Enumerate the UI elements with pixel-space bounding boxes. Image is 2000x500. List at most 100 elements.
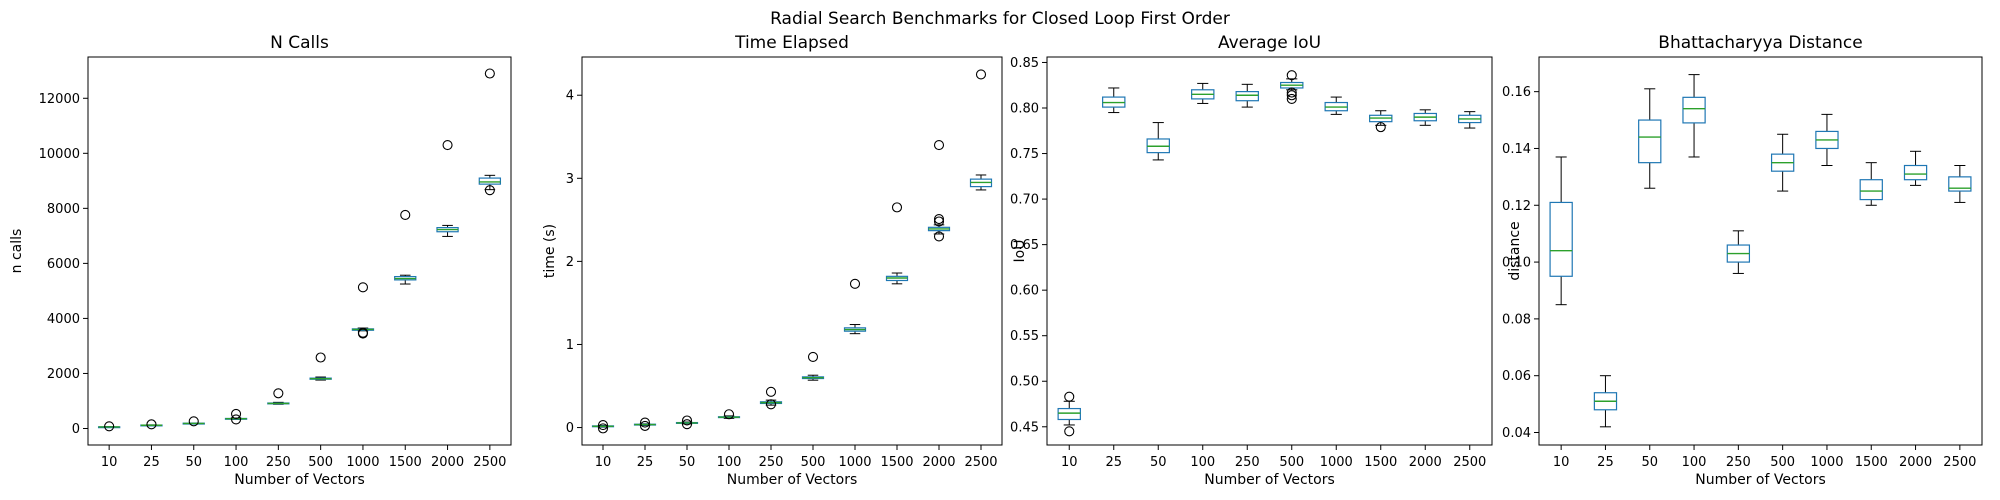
x-tick-label: 250 [1726, 455, 1751, 470]
y-tick-label: 0.70 [1010, 193, 1039, 208]
x-tick-label: 250 [266, 455, 291, 470]
y-tick-label: 4000 [47, 312, 80, 327]
x-tick-label: 25 [1597, 455, 1614, 470]
flier-point [597, 423, 609, 434]
box-2500 [1458, 111, 1482, 129]
y-tick-label: 0 [72, 422, 80, 437]
x-tick-label: 10 [595, 455, 612, 470]
box-250 [1726, 230, 1751, 274]
x-tick-label: 50 [679, 455, 696, 470]
y-tick-label: 0.75 [1010, 147, 1039, 162]
x-tick-label: 250 [1235, 455, 1260, 470]
y-tick-label: 0.12 [1502, 199, 1531, 214]
box-10 [1549, 156, 1573, 306]
y-tick-label: 0.16 [1502, 85, 1531, 100]
flier-point [639, 420, 651, 431]
y-axis-label: distance [1507, 221, 1523, 280]
x-tick-label: 10 [101, 455, 118, 470]
box-1500 [1369, 110, 1393, 133]
y-tick-label: 0.06 [1502, 369, 1531, 384]
box-2000 [1903, 150, 1928, 186]
x-tick-label: 1500 [1364, 455, 1397, 470]
axes-frame [87, 56, 512, 446]
flier-point [765, 386, 777, 397]
box-2500 [969, 69, 993, 191]
flier-point [315, 352, 326, 363]
x-tick-label: 50 [185, 455, 202, 470]
y-tick-label: 0.08 [1502, 312, 1531, 327]
x-tick-label: 1000 [1320, 455, 1353, 470]
x-tick-label: 100 [1682, 455, 1707, 470]
axes-frame [1046, 56, 1493, 446]
y-tick-label: 0.45 [1010, 420, 1039, 435]
y-tick-label: 0.10 [1502, 256, 1531, 271]
y-tick-label: 0.14 [1502, 142, 1531, 157]
flier-point [681, 419, 693, 430]
x-axis-label: Number of Vectors [234, 472, 365, 488]
x-tick-label: 500 [1279, 455, 1304, 470]
chart-panel-2: 0 1 2 3 4 10 25 50 100 250 500 1000 1500 2000 2500 Time… [542, 33, 1003, 488]
flier-point [723, 409, 735, 420]
box-10 [591, 420, 615, 434]
flier-point [357, 282, 369, 293]
box-500 [309, 352, 332, 381]
flier-point [849, 278, 861, 289]
x-tick-label: 500 [801, 455, 826, 470]
x-tick-label: 2500 [964, 455, 997, 470]
box-body [1682, 96, 1706, 124]
flier-point [933, 140, 945, 151]
box-2000 [436, 140, 459, 237]
x-tick-label: 25 [637, 455, 654, 470]
box-2000 [1413, 109, 1437, 126]
box-25 [140, 419, 163, 430]
flier-point [639, 417, 651, 428]
box-25 [1102, 87, 1126, 114]
y-tick-label: 0.04 [1502, 426, 1531, 441]
y-axis-label: time (s) [542, 224, 558, 278]
y-tick-label: 0.65 [1010, 238, 1039, 253]
box-25 [633, 417, 657, 431]
flier-point [273, 388, 284, 399]
y-tick-label: 4 [566, 89, 574, 104]
chart-panel-4: 0.04 0.06 0.08 0.10 0.12 0.14 0.16 10 25 50 100 250… [1502, 33, 1983, 488]
axes-frame [581, 56, 1003, 446]
x-tick-label: 1000 [1810, 455, 1843, 470]
x-tick-label: 100 [717, 455, 742, 470]
flier-point [484, 185, 495, 196]
box-250 [759, 386, 783, 410]
x-tick-label: 2000 [1899, 455, 1932, 470]
box-1000 [1815, 113, 1839, 167]
flier-point [1286, 70, 1297, 81]
box-100 [1682, 74, 1706, 158]
box-1000 [843, 278, 867, 335]
chart-panel-1: 0 2000 4000 6000 8000 10000 12000 10 25 50 100 250 5… [9, 33, 512, 488]
y-axis-label: n calls [9, 229, 25, 274]
flier-point [681, 415, 693, 426]
box-body [1948, 176, 1972, 192]
box-1500 [885, 202, 909, 285]
box-500 [1770, 133, 1795, 192]
y-tick-label: 3 [566, 172, 574, 187]
panel-title: Average IoU [1218, 33, 1321, 53]
x-tick-label: 25 [1105, 455, 1122, 470]
axes-frame [1538, 56, 1983, 446]
box-body [1549, 201, 1573, 277]
y-tick-label: 2 [566, 255, 574, 270]
box-1500 [394, 209, 417, 285]
y-tick-label: 6000 [47, 257, 80, 272]
chart-panel-3: 0.45 0.50 0.55 0.60 0.65 0.70 0.75 0.80 0.85 10 25… [1010, 33, 1493, 488]
flier-point [765, 399, 777, 410]
x-axis-label: Number of Vectors [1695, 472, 1826, 488]
y-tick-label: 8000 [47, 202, 80, 217]
box-100 [717, 409, 741, 420]
flier-point [1286, 87, 1297, 98]
flier-point [484, 68, 495, 79]
box-500 [801, 351, 825, 381]
x-tick-label: 2500 [1453, 455, 1486, 470]
box-body [1057, 407, 1081, 421]
flier-point [188, 416, 199, 427]
panel-title: Bhattacharyya Distance [1658, 33, 1862, 53]
flier-point [357, 327, 369, 338]
x-tick-label: 25 [143, 455, 160, 470]
